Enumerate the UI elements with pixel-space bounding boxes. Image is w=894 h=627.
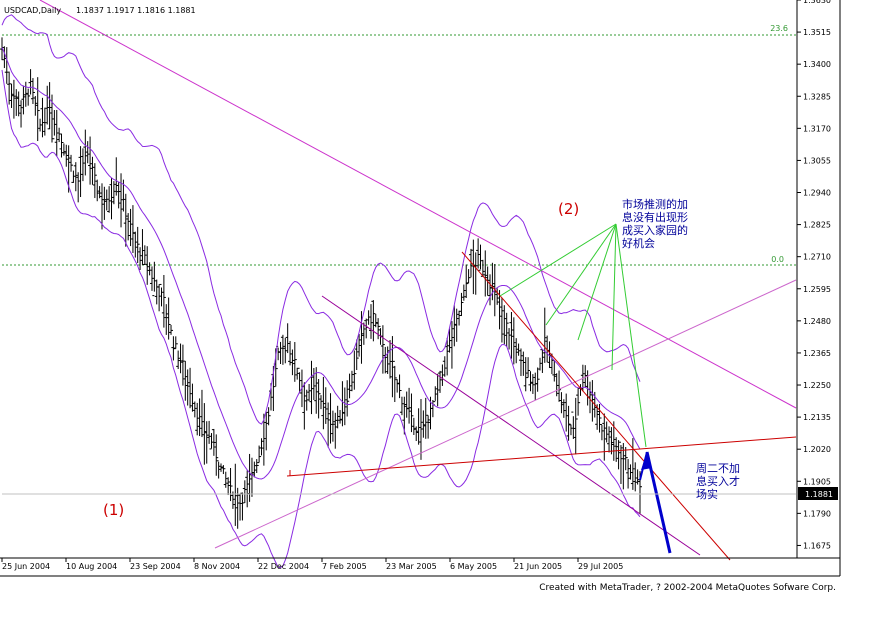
y-tick-labels: 1.3630 1.3515 1.3400 1.3285 1.3170 1.3055 1.29…: [797, 0, 831, 550]
note-blue-line-2: 息买入才: [696, 474, 740, 488]
ohlc-values: 1.1837 1.1917 1.1816 1.1881: [76, 6, 196, 15]
note-blue-line-1: 周二不加: [696, 462, 740, 475]
x-tick-label: 23 Sep 2004: [130, 562, 181, 571]
price-axis-background: [797, 0, 839, 558]
x-tick-label: 6 May 2005: [450, 562, 497, 571]
price-axis: 1.3630 1.3515 1.3400 1.3285 1.3170 1.3055 1.29…: [796, 0, 839, 558]
x-tick-label: 23 Mar 2005: [386, 562, 437, 571]
fibonacci-levels: 23.6 0.0: [2, 24, 796, 266]
lower-channel-line: [321, 295, 701, 556]
price-bars: [0, 37, 642, 529]
y-tick-label: 1.2480: [803, 317, 831, 326]
current-price-badge: [798, 487, 838, 500]
green-fan-lines: [499, 223, 647, 448]
fib-label-0-0: 0.0: [771, 255, 784, 264]
y-tick-label: 1.3055: [803, 156, 831, 165]
note-green-line-1: 市场推测的加: [622, 197, 688, 211]
note-green-line-3: 成买入家园的: [622, 223, 688, 237]
time-axis: 25 Jun 2004 10 Aug 2004 23 Sep 2004 8 Nov 2…: [0, 0, 841, 577]
x-tick-labels: 25 Jun 2004 10 Aug 2004 23 Sep 2004 8 Nov 2…: [1, 558, 623, 571]
forecast-arrow-line: [645, 451, 672, 554]
y-tick-label: 1.2710: [803, 253, 831, 262]
fan-line-3: [577, 223, 617, 341]
y-tick-label: 1.1790: [803, 509, 831, 518]
uptrend-line: [214, 279, 797, 549]
label-wave-1: (1): [103, 501, 124, 519]
y-tick-label: 1.3285: [803, 92, 831, 101]
bollinger-upper-band: [1, 14, 641, 425]
note-blue-line-3: 场实: [696, 487, 718, 501]
note-green-line-4: 好机会: [622, 236, 655, 250]
x-tick-label: 22 Dec 2004: [258, 562, 309, 571]
y-tick-label: 1.3400: [803, 60, 831, 69]
major-downtrend-line: [39, 0, 797, 409]
y-tick-label: 1.2020: [803, 445, 831, 454]
y-tick-label: 1.1675: [803, 541, 831, 550]
y-tick-label: 1.3170: [803, 124, 831, 133]
horizontal-support-line: [286, 436, 797, 477]
x-tick-label: 25 Jun 2004: [2, 562, 50, 571]
y-tick-label: 1.2135: [803, 413, 831, 422]
footer-credit: Created with MetaTrader, ? 2002-2004 Met…: [539, 583, 836, 593]
bollinger-lower-band: [1, 69, 641, 569]
y-tick-label: 1.2825: [803, 221, 831, 230]
note-green-line-2: 息没有出现形: [622, 210, 688, 224]
current-price-label: 1.1881: [805, 490, 833, 499]
symbol-label: USDCAD,Daily: [4, 6, 61, 15]
y-tick-label: 1.2595: [803, 285, 831, 294]
fib-label-23-6: 23.6: [770, 24, 788, 33]
blue-note: 周二不加 息买入才 场实: [696, 462, 740, 501]
y-tick-label: 1.2940: [803, 189, 831, 198]
x-tick-label: 29 Jul 2005: [578, 562, 623, 571]
y-tick-label: 1.1905: [803, 477, 831, 486]
x-tick-label: 21 Jun 2005: [514, 562, 562, 571]
forecast-arrow-stub: [639, 451, 648, 481]
fan-line-5: [615, 223, 647, 448]
fan-line-1: [499, 223, 617, 297]
fan-line-4: [611, 223, 617, 371]
x-tick-label: 8 Nov 2004: [194, 562, 240, 571]
x-tick-label: 10 Aug 2004: [66, 562, 117, 571]
trend-lines: [39, 0, 797, 561]
y-tick-label: 1.2250: [803, 381, 831, 390]
green-note: 市场推测的加 息没有出现形 成买入家园的 好机会: [622, 197, 688, 250]
y-tick-label: 1.3630: [803, 0, 831, 5]
y-tick-label: 1.3515: [803, 28, 831, 37]
resistance-line: [461, 251, 731, 561]
x-tick-label: 7 Feb 2005: [322, 562, 367, 571]
y-tick-label: 1.2365: [803, 349, 831, 358]
forecast-arrow: [639, 451, 672, 554]
label-wave-2: (2): [558, 200, 579, 218]
fan-line-2: [545, 223, 617, 326]
